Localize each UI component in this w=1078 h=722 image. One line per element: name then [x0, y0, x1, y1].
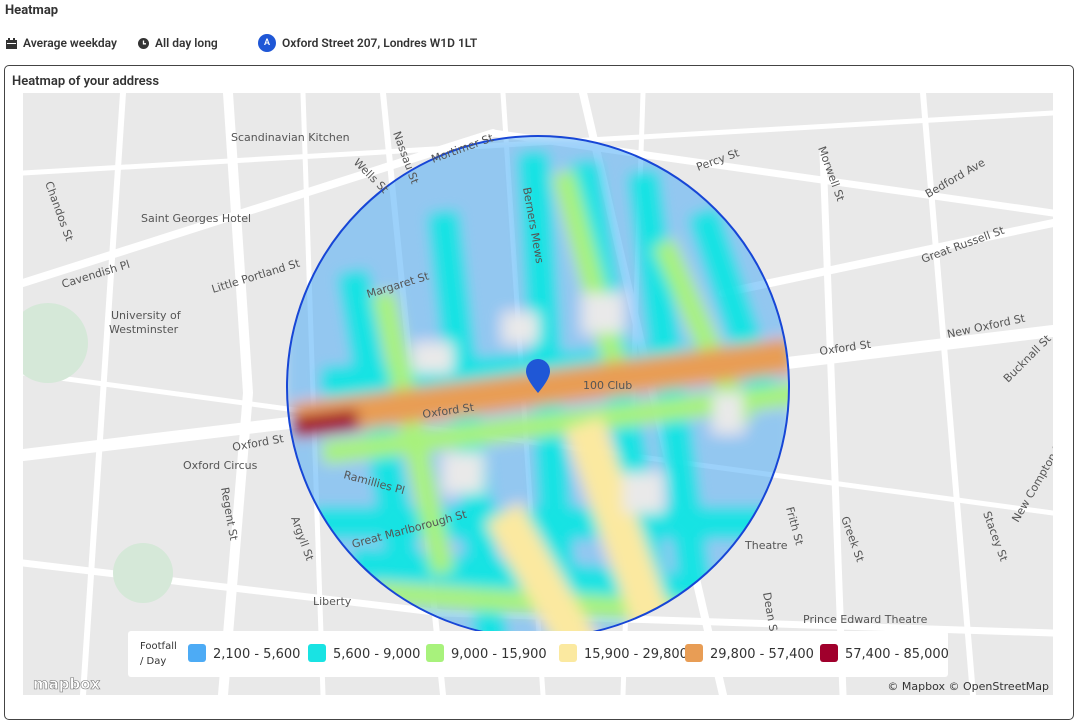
legend-label: 57,400 - 85,000: [845, 647, 949, 662]
filter-day[interactable]: Average weekday: [6, 36, 117, 50]
legend-swatch: [188, 644, 206, 662]
address: A Oxford Street 207, Londres W1D 1LT: [258, 34, 477, 52]
heat: [287, 136, 789, 638]
street-label: Theatre: [744, 539, 788, 552]
heatmap-panel: Heatmap of your address Nassau St Mortim…: [4, 65, 1074, 720]
legend: Footfall / Day 2,100 - 5,600 5,600 - 9,00…: [128, 631, 949, 677]
legend-label: 2,100 - 5,600: [213, 647, 300, 662]
street-label: Westminster: [109, 323, 179, 336]
address-label: Oxford Street 207, Londres W1D 1LT: [282, 36, 478, 50]
filter-time[interactable]: All day long: [138, 36, 218, 50]
clock-icon: [138, 37, 149, 49]
park: [113, 543, 173, 603]
legend-label: 15,900 - 29,800: [584, 647, 688, 662]
street-label: University of: [111, 309, 182, 322]
legend-swatch: [685, 644, 703, 662]
legend-label: 29,800 - 57,400: [710, 647, 814, 662]
legend-label: 5,600 - 9,000: [333, 647, 420, 662]
street-label: Prince Edward Theatre: [803, 613, 928, 626]
legend-title: Footfall: [140, 641, 177, 652]
legend-swatch: [559, 644, 577, 662]
legend-swatch: [308, 644, 326, 662]
address-pin[interactable]: [526, 359, 550, 393]
page-title: Heatmap: [5, 3, 59, 18]
street-label: Oxford Circus: [183, 459, 258, 472]
panel-title: Heatmap of your address: [12, 74, 159, 89]
filter-label: All day long: [155, 36, 218, 50]
map[interactable]: Nassau St Mortimer St Scandinavian Kitch…: [23, 93, 1053, 695]
street-label: Saint Georges Hotel: [141, 212, 251, 225]
filter-label: Average weekday: [23, 36, 117, 50]
street-label: 100 Club: [583, 379, 632, 392]
address-marker: A: [258, 34, 276, 52]
street-label: Liberty: [313, 595, 352, 608]
park: [23, 303, 88, 383]
street-label: Scandinavian Kitchen: [231, 131, 350, 144]
legend-swatch: [426, 644, 444, 662]
calendar-icon: [6, 37, 17, 49]
legend-title: / Day: [140, 656, 166, 667]
attribution[interactable]: © Mapbox © OpenStreetMap: [887, 680, 1049, 693]
mapbox-logo[interactable]: mapbox: [33, 675, 101, 694]
legend-label: 9,000 - 15,900: [451, 647, 547, 662]
legend-swatch: [820, 644, 838, 662]
